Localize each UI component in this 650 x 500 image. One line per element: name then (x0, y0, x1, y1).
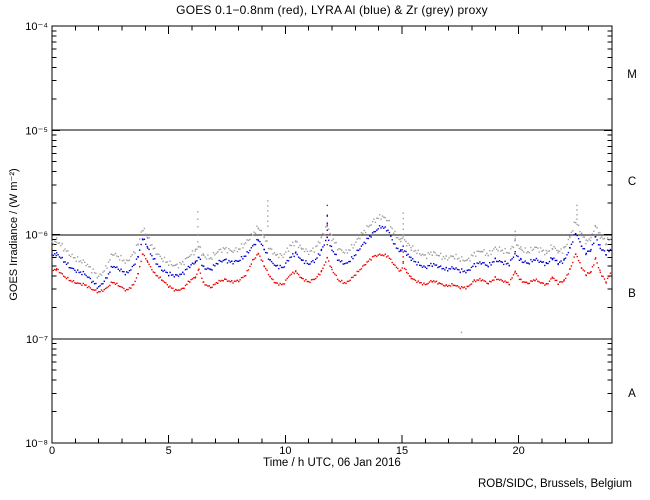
chart-title: GOES 0.1−0.8nm (red), LYRA Al (blue) & Z… (176, 3, 488, 17)
series-al-dots (51, 225, 612, 289)
y-tick-label: 10⁻⁵ (25, 125, 48, 137)
x-tick-label: 0 (49, 445, 55, 457)
y-tick-label: 10⁻⁸ (25, 438, 48, 450)
x-tick-label: 20 (513, 445, 525, 457)
spike-columns (197, 200, 578, 263)
x-axis-label: Time / h UTC, 06 Jan 2016 (263, 457, 401, 469)
axes-and-ticks: 10⁻⁴ 10⁻⁵ 10⁻⁶ 10⁻⁷ 10⁻⁸0 5 10 15 20 (25, 21, 613, 457)
y-tick-label: 10⁻⁷ (26, 334, 48, 346)
outlier-point (460, 331, 463, 334)
y-axis-label: GOES Irradiance / (W m⁻²) (8, 168, 20, 301)
x-tick-label: 15 (396, 445, 408, 457)
series-goes-dots (51, 252, 612, 294)
flare-class-label-a: A (628, 388, 636, 400)
series-zr-dots (51, 214, 612, 279)
credit-text: ROB/SIDC, Brussels, Belgium (477, 478, 632, 490)
x-tick-label: 5 (166, 445, 172, 457)
flare-class-label-b: B (628, 288, 636, 300)
flare-class-label-m: M (627, 69, 637, 81)
y-tick-label: 10⁻⁶ (25, 230, 48, 242)
y-tick-label: 10⁻⁴ (25, 21, 48, 33)
x-tick-label: 10 (279, 445, 291, 457)
flare-class-label-c: C (627, 176, 637, 188)
